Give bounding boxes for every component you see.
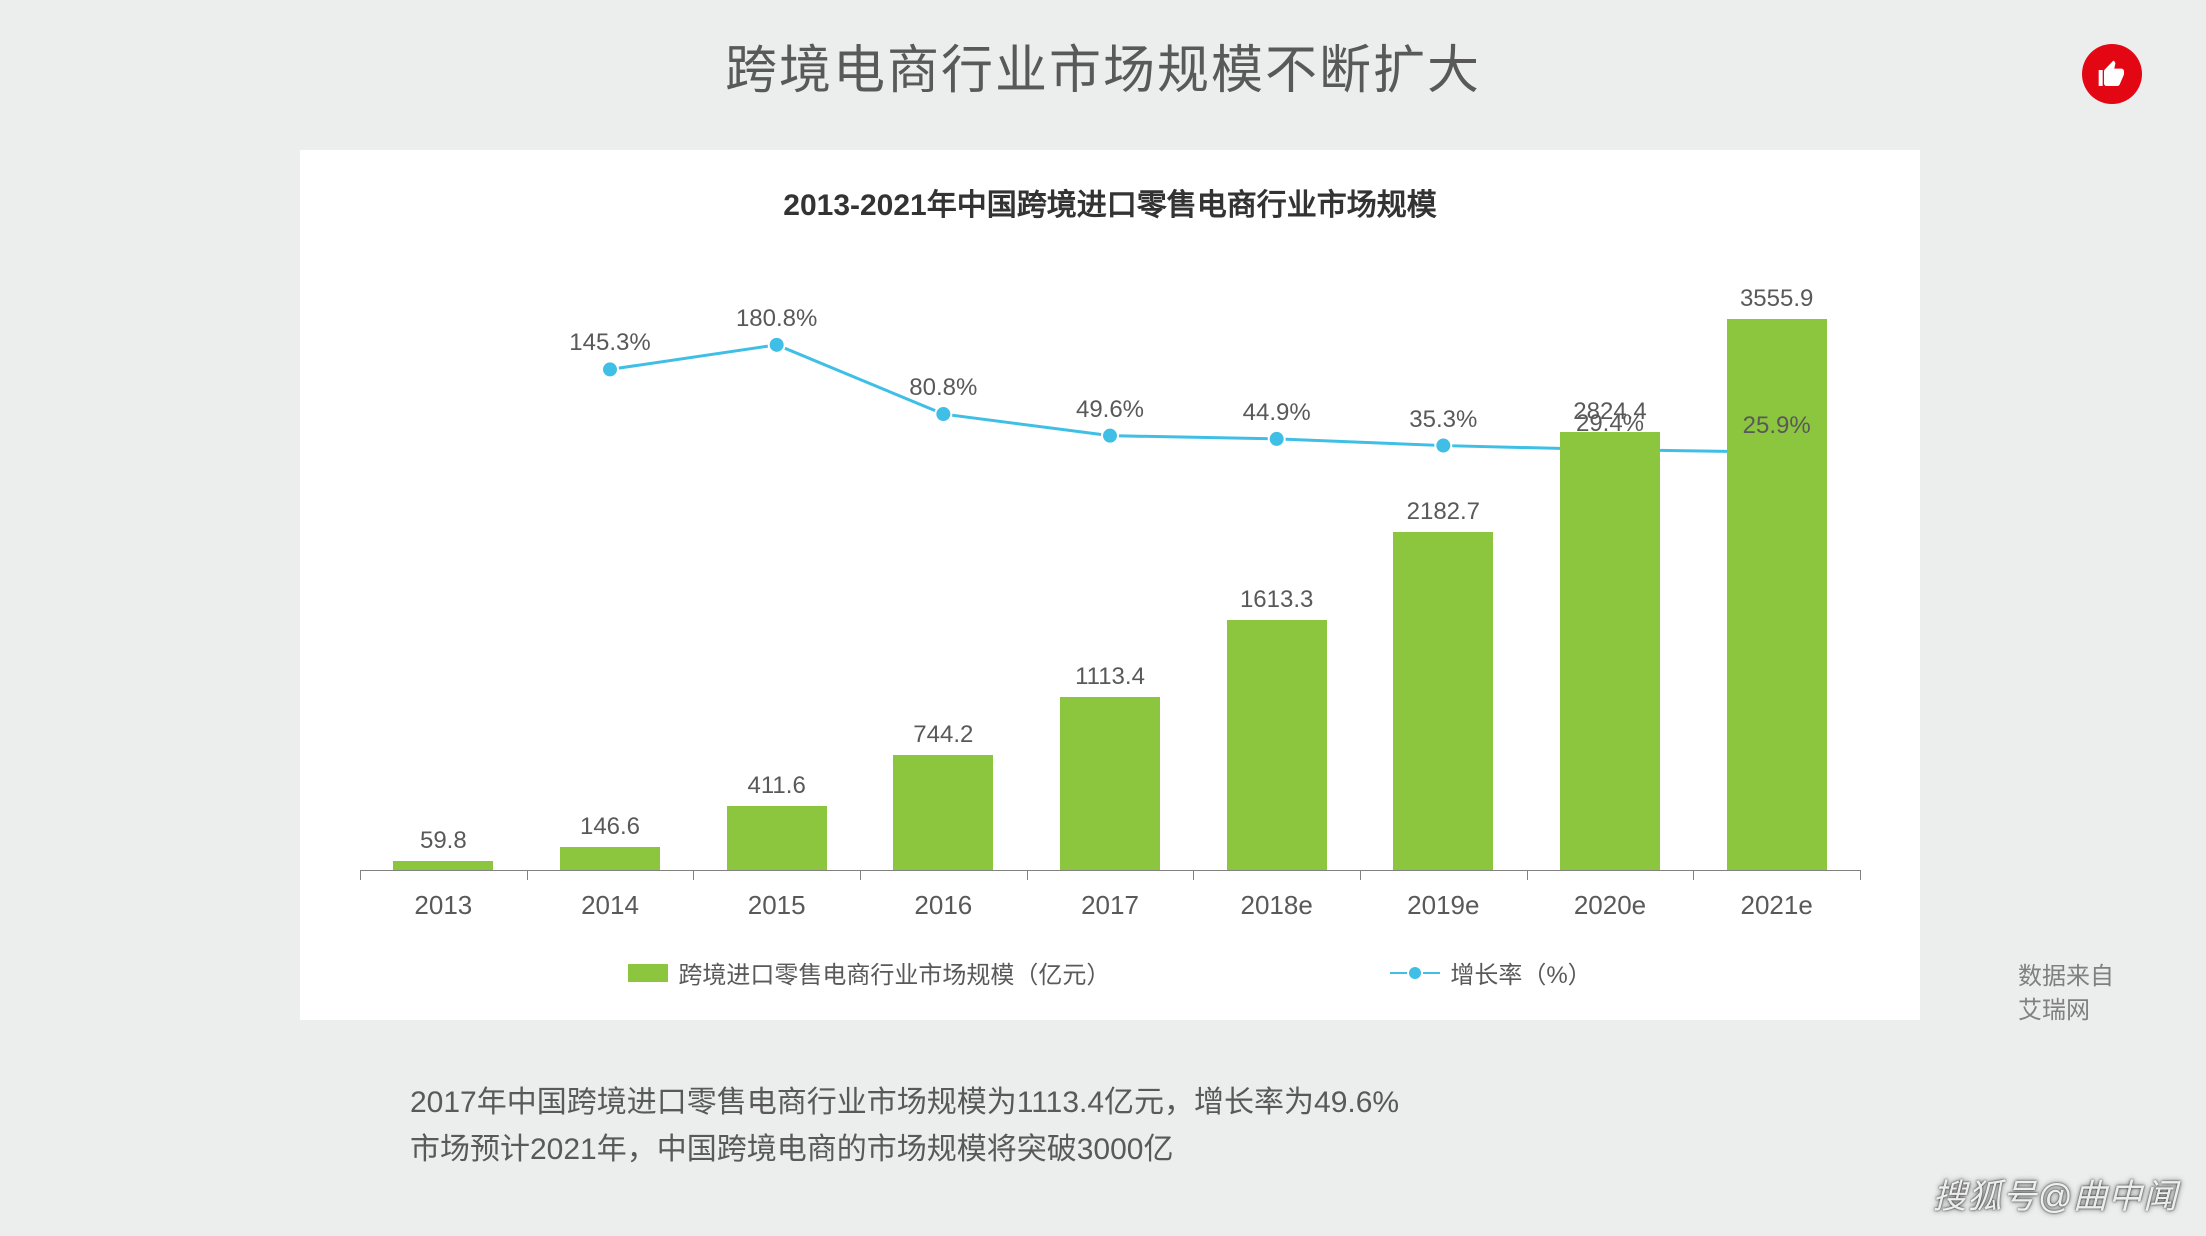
x-axis-label: 2016 bbox=[863, 890, 1023, 921]
watermark: 搜狐号@曲中闻 bbox=[1932, 1169, 2178, 1218]
x-tick bbox=[1693, 870, 1694, 880]
chart-plot-area: 59.8146.6411.6744.21113.41613.32182.7282… bbox=[360, 250, 1860, 870]
data-source-note: 数据来自 艾瑞网 bbox=[2018, 960, 2114, 1027]
growth-value-label: 180.8% bbox=[697, 305, 857, 333]
legend-item-line: 增长率（%） bbox=[1390, 955, 1591, 990]
bar bbox=[1393, 532, 1493, 870]
page-title: 跨境电商行业市场规模不断扩大 bbox=[0, 0, 2206, 103]
growth-value-label: 80.8% bbox=[863, 374, 1023, 402]
bar bbox=[393, 861, 493, 870]
bar bbox=[727, 806, 827, 870]
growth-value-label: 35.3% bbox=[1363, 406, 1523, 434]
growth-value-label: 145.3% bbox=[530, 329, 690, 357]
bar-value-label: 59.8 bbox=[363, 827, 523, 855]
x-axis-label: 2017 bbox=[1030, 890, 1190, 921]
source-line1: 数据来自 bbox=[2018, 960, 2114, 994]
legend-bar-swatch bbox=[628, 964, 668, 982]
bar bbox=[893, 755, 993, 870]
bar bbox=[1060, 697, 1160, 870]
growth-marker bbox=[935, 406, 951, 422]
x-tick bbox=[360, 870, 361, 880]
growth-value-label: 29.4% bbox=[1530, 410, 1690, 438]
caption-line2: 市场预计2021年，中国跨境电商的市场规模将突破3000亿 bbox=[410, 1127, 1399, 1174]
x-axis-label: 2015 bbox=[697, 890, 857, 921]
x-axis-label: 2013 bbox=[363, 890, 523, 921]
bar bbox=[560, 847, 660, 870]
bar-value-label: 2182.7 bbox=[1363, 498, 1523, 526]
x-axis-label: 2021e bbox=[1697, 890, 1857, 921]
x-tick bbox=[1360, 870, 1361, 880]
legend-bar-label: 跨境进口零售电商行业市场规模（亿元） bbox=[678, 955, 1110, 990]
like-badge[interactable] bbox=[2082, 44, 2142, 104]
x-axis bbox=[360, 870, 1860, 871]
chart-legend: 跨境进口零售电商行业市场规模（亿元） 增长率（%） bbox=[300, 955, 1920, 990]
growth-value-label: 25.9% bbox=[1697, 412, 1857, 440]
legend-line-label: 增长率（%） bbox=[1450, 955, 1591, 990]
x-tick bbox=[1527, 870, 1528, 880]
chart-title: 2013-2021年中国跨境进口零售电商行业市场规模 bbox=[300, 150, 1920, 224]
x-axis-label: 2020e bbox=[1530, 890, 1690, 921]
growth-value-label: 44.9% bbox=[1197, 399, 1357, 427]
bar-value-label: 3555.9 bbox=[1697, 285, 1857, 313]
growth-marker bbox=[602, 361, 618, 377]
x-tick bbox=[1027, 870, 1028, 880]
legend-item-bar: 跨境进口零售电商行业市场规模（亿元） bbox=[628, 955, 1110, 990]
x-axis-label: 2019e bbox=[1363, 890, 1523, 921]
growth-value-label: 49.6% bbox=[1030, 396, 1190, 424]
bar-value-label: 1613.3 bbox=[1197, 586, 1357, 614]
bar bbox=[1227, 620, 1327, 870]
source-line2: 艾瑞网 bbox=[2018, 994, 2114, 1028]
x-axis-label: 2018e bbox=[1197, 890, 1357, 921]
x-tick bbox=[1193, 870, 1194, 880]
x-tick bbox=[527, 870, 528, 880]
bar-value-label: 1113.4 bbox=[1030, 663, 1190, 691]
x-tick bbox=[1860, 870, 1861, 880]
growth-marker bbox=[1102, 428, 1118, 444]
bar-value-label: 744.2 bbox=[863, 721, 1023, 749]
growth-marker bbox=[1269, 431, 1285, 447]
growth-marker bbox=[1435, 438, 1451, 454]
caption-line1: 2017年中国跨境进口零售电商行业市场规模为1113.4亿元，增长率为49.6% bbox=[410, 1080, 1399, 1127]
x-tick bbox=[860, 870, 861, 880]
growth-marker bbox=[769, 337, 785, 353]
x-axis-label: 2014 bbox=[530, 890, 690, 921]
chart-card: 2013-2021年中国跨境进口零售电商行业市场规模 59.8146.6411.… bbox=[300, 150, 1920, 1020]
bar bbox=[1560, 432, 1660, 870]
bar-value-label: 411.6 bbox=[697, 772, 857, 800]
thumbs-up-icon bbox=[2096, 58, 2128, 90]
bar-value-label: 146.6 bbox=[530, 813, 690, 841]
caption: 2017年中国跨境进口零售电商行业市场规模为1113.4亿元，增长率为49.6%… bbox=[410, 1080, 1399, 1173]
x-tick bbox=[693, 870, 694, 880]
legend-line-swatch bbox=[1390, 972, 1440, 974]
bar bbox=[1727, 319, 1827, 870]
